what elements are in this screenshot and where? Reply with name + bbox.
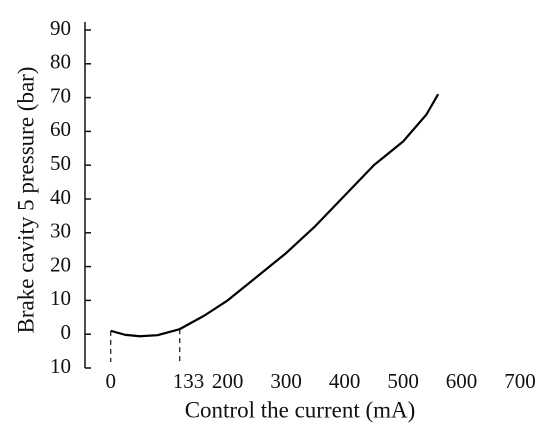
x-tick-label: 200 — [212, 369, 244, 393]
y-tick-label: 90 — [50, 16, 71, 40]
x-tick-label: 133 — [173, 369, 205, 393]
y-tick-label: 60 — [50, 117, 71, 141]
y-tick-label: 0 — [61, 320, 72, 344]
x-tick-label: 400 — [329, 369, 361, 393]
y-axis-label: Brake cavity 5 pressure (bar) — [13, 67, 38, 334]
x-tick-label: 600 — [446, 369, 478, 393]
x-tick-label: 0 — [105, 369, 116, 393]
y-tick-label: 10 — [50, 286, 71, 310]
y-tick-label: 70 — [50, 83, 71, 107]
y-tick-label: 10 — [50, 354, 71, 378]
x-tick-label: 700 — [504, 369, 536, 393]
x-axis-label: Control the current (mA) — [185, 397, 416, 422]
y-tick-label: 80 — [50, 50, 71, 74]
x-tick-label: 500 — [387, 369, 419, 393]
y-tick-label: 50 — [50, 151, 71, 175]
x-tick-label: 300 — [270, 369, 302, 393]
y-tick-label: 40 — [50, 185, 71, 209]
y-tick-label: 20 — [50, 252, 71, 276]
y-tick-label: 30 — [50, 219, 71, 243]
data-line — [110, 93, 440, 338]
